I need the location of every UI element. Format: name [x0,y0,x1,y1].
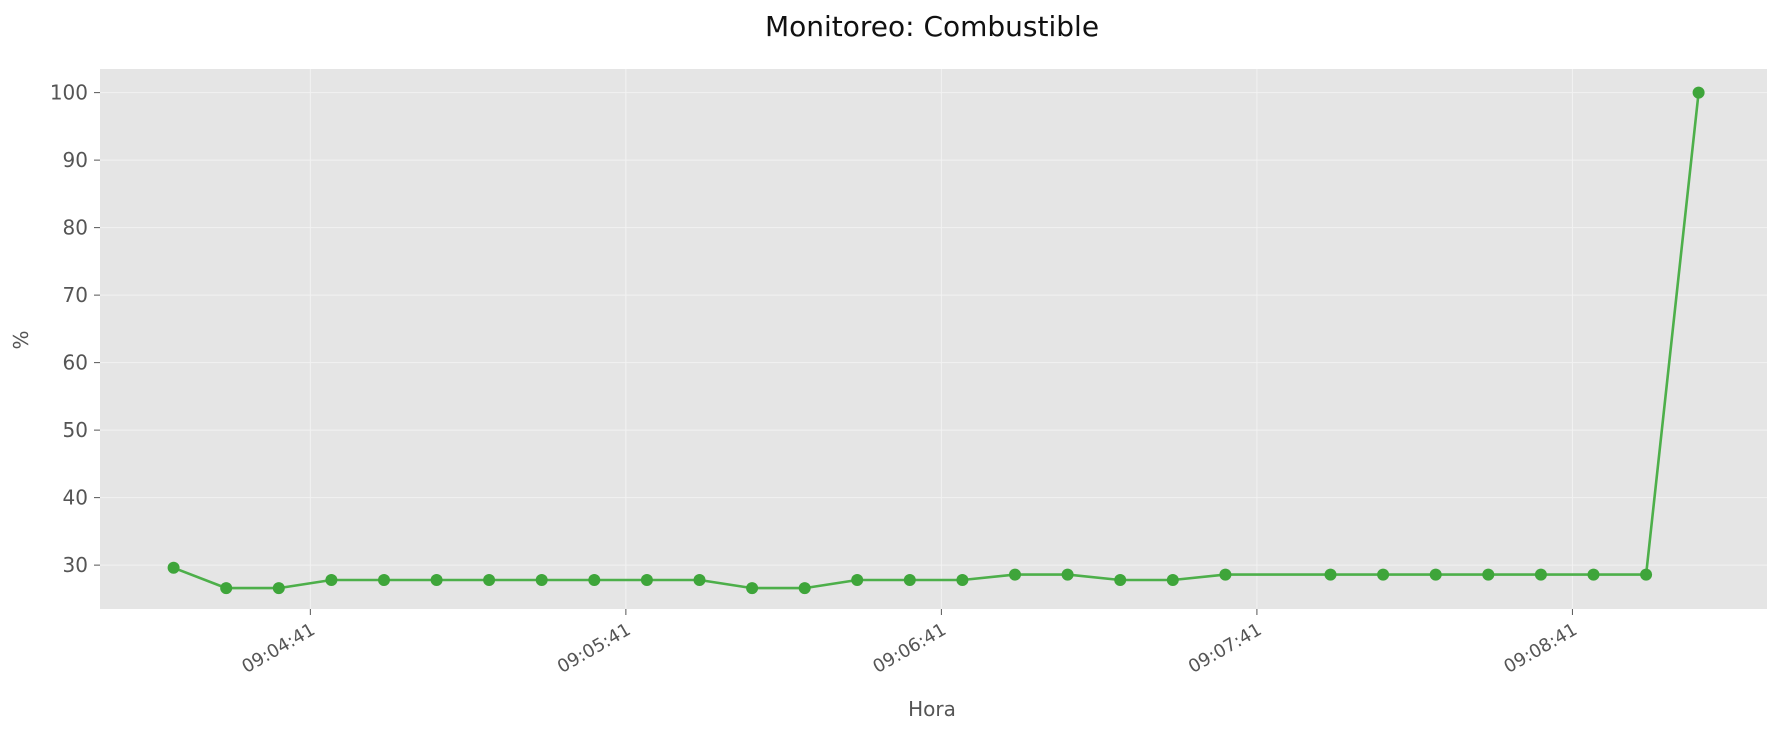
data-point [1377,568,1390,581]
y-tick-label: 30 [63,553,88,577]
x-axis-label: Hora [908,697,956,721]
data-point [746,582,759,595]
data-point [640,574,653,586]
data-point [1587,568,1600,581]
y-tick-label: 50 [63,418,88,442]
data-point [956,574,969,586]
data-point [378,574,390,586]
data-point [1324,568,1337,581]
data-point [483,574,496,586]
data-point [535,574,548,586]
grid-lines [100,69,1767,609]
data-point [1166,574,1179,586]
data-point [1692,86,1705,99]
data-point [167,561,180,574]
data-point [798,582,811,595]
data-series [167,86,1705,595]
data-point [903,574,916,586]
y-axis-label: % [9,330,33,349]
y-tick-label: 100 [50,81,88,105]
data-point [220,582,233,595]
data-point [1061,568,1074,581]
data-point [1640,568,1653,581]
data-point [430,574,443,586]
data-point [1114,574,1127,586]
data-point [1219,568,1232,581]
y-tick-label: 90 [63,148,88,172]
data-point [851,574,864,586]
data-point [1534,568,1547,581]
y-tick-label: 70 [63,283,88,307]
data-point [272,582,285,595]
plot-area [100,69,1767,609]
chart-title: Monitoreo: Combustible [765,10,1099,43]
data-point [325,574,338,586]
data-point [1482,568,1495,581]
y-tick-label: 40 [63,486,88,510]
y-tick-label: 80 [63,216,88,240]
y-tick-label: 60 [63,351,88,375]
data-point [1009,568,1021,581]
data-point [588,574,601,586]
data-point [1429,568,1442,581]
data-point [693,574,706,586]
